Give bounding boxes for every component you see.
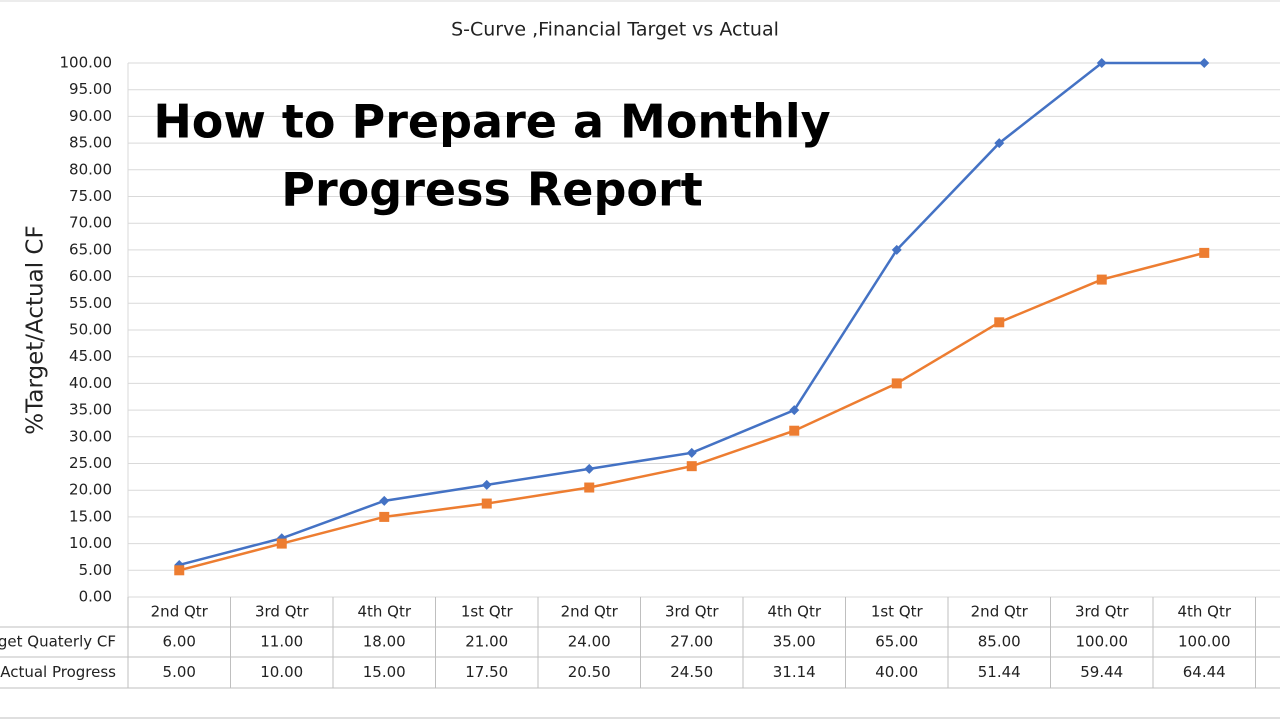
marker	[481, 498, 492, 509]
y-tick-label: 100.00	[60, 54, 113, 72]
y-tick-label: 90.00	[69, 107, 112, 125]
table-cell: 51.44	[978, 663, 1021, 681]
x-tick-label: 2nd Qtr	[151, 603, 209, 621]
marker	[1199, 247, 1210, 258]
table-cell: 15.00	[363, 663, 406, 681]
marker	[1096, 274, 1107, 285]
table-cell: 24.50	[670, 663, 713, 681]
table-cell: 5.00	[163, 663, 196, 681]
table-cell: 35.00	[773, 633, 816, 651]
y-tick-label: 60.00	[69, 267, 112, 285]
overlay-title: Progress Report	[281, 163, 702, 217]
x-tick-label: 1st Qtr	[871, 603, 924, 621]
y-tick-label: 30.00	[69, 427, 112, 445]
x-tick-label: 3rd Qtr	[1075, 603, 1129, 621]
y-tick-label: 40.00	[69, 374, 112, 392]
marker	[686, 461, 697, 472]
marker	[686, 447, 697, 458]
x-tick-label: 1st Qtr	[461, 603, 514, 621]
table-cell: 27.00	[670, 633, 713, 651]
table-cell: 64.44	[1183, 663, 1226, 681]
y-tick-label: 25.00	[69, 454, 112, 472]
table-cell: 17.50	[465, 663, 508, 681]
x-tick-label: 3rd Qtr	[255, 603, 309, 621]
marker	[379, 511, 390, 522]
y-tick-label: 85.00	[69, 134, 112, 152]
x-tick-label: 4th Qtr	[357, 603, 411, 621]
x-tick-label: 3rd Qtr	[665, 603, 719, 621]
table-cell: 11.00	[260, 633, 303, 651]
x-tick-label: 2nd Qtr	[971, 603, 1029, 621]
table-cell: 85.00	[978, 633, 1021, 651]
marker	[789, 405, 800, 416]
marker	[1199, 58, 1210, 68]
y-tick-label: 5.00	[79, 561, 112, 579]
table-row-label: get Quaterly CF	[0, 633, 116, 651]
y-tick-label: 70.00	[69, 214, 112, 232]
marker	[891, 244, 902, 255]
table-cell: 6.00	[163, 633, 196, 651]
table-cell: 21.00	[465, 633, 508, 651]
overlay-title: How to Prepare a Monthly	[153, 95, 830, 149]
y-tick-label: 10.00	[69, 534, 112, 552]
table-cell: 40.00	[875, 663, 918, 681]
y-tick-label: 75.00	[69, 187, 112, 205]
y-tick-label: 95.00	[69, 80, 112, 98]
x-tick-label: 2nd Qtr	[561, 603, 619, 621]
marker	[994, 317, 1005, 328]
marker	[789, 425, 800, 436]
y-tick-label: 55.00	[69, 294, 112, 312]
chart-title: S-Curve ,Financial Target vs Actual	[451, 19, 779, 41]
x-tick-label: 4th Qtr	[1177, 603, 1231, 621]
table-cell: 100.00	[1076, 633, 1129, 651]
y-tick-label: 80.00	[69, 160, 112, 178]
table-cell: 20.50	[568, 663, 611, 681]
table-cell: 65.00	[875, 633, 918, 651]
y-tick-label: 35.00	[69, 401, 112, 419]
marker	[584, 463, 595, 474]
table-cell: 100.00	[1178, 633, 1231, 651]
table-cell: 24.00	[568, 633, 611, 651]
table-cell: 18.00	[363, 633, 406, 651]
x-tick-label: 4th Qtr	[767, 603, 821, 621]
y-tick-label: 15.00	[69, 507, 112, 525]
marker	[379, 495, 390, 506]
table-row-label: Actual Progress	[0, 663, 116, 681]
y-tick-label: 45.00	[69, 347, 112, 365]
table-cell: 59.44	[1080, 663, 1123, 681]
y-axis-label: %Target/Actual CF	[23, 225, 49, 434]
y-tick-label: 65.00	[69, 240, 112, 258]
marker	[994, 138, 1005, 149]
y-tick-label: 50.00	[69, 321, 112, 339]
marker	[481, 479, 492, 490]
marker	[1096, 58, 1107, 68]
y-tick-label: 20.00	[69, 481, 112, 499]
marker	[174, 565, 185, 576]
table-cell: 31.14	[773, 663, 816, 681]
y-tick-label: 0.00	[79, 588, 112, 606]
marker	[584, 482, 595, 493]
marker	[276, 538, 287, 549]
marker	[891, 378, 902, 389]
table-cell: 10.00	[260, 663, 303, 681]
